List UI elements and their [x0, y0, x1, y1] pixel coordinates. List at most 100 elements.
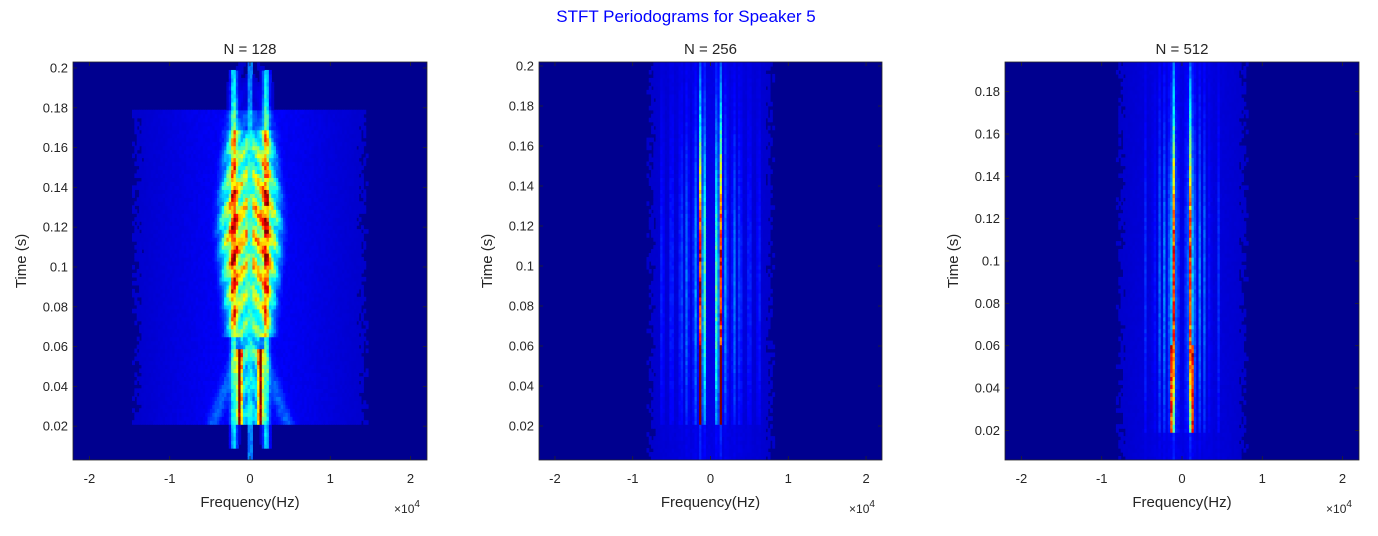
- heatmap-cell: [250, 241, 253, 246]
- heatmap-cell: [214, 360, 218, 366]
- heatmap-cell: [349, 340, 353, 346]
- heatmap-cell: [162, 316, 166, 322]
- heatmap-cell: [261, 332, 265, 338]
- heatmap-cell: [157, 261, 161, 266]
- heatmap-cell: [252, 380, 256, 385]
- heatmap-cell: [134, 300, 138, 306]
- heatmap-cell: [304, 292, 308, 298]
- heatmap-cell: [169, 304, 173, 310]
- heatmap-cell: [351, 272, 355, 278]
- heatmap-cell: [235, 249, 239, 254]
- heatmap-cell: [139, 400, 143, 405]
- heatmap-cell: [212, 416, 216, 421]
- heatmap-cell: [283, 380, 286, 385]
- heatmap-cell: [146, 384, 150, 389]
- heatmap-cell: [169, 420, 173, 425]
- heatmap-cell: [325, 241, 329, 246]
- heatmap-cell: [193, 312, 197, 318]
- heatmap-cell: [311, 221, 315, 226]
- heatmap-cell: [297, 316, 301, 322]
- heatmap-cell: [349, 356, 353, 362]
- heatmap-cell: [339, 332, 343, 338]
- heatmap-cell: [226, 316, 230, 322]
- heatmap-cell: [264, 276, 268, 282]
- heatmap-cell: [172, 348, 176, 354]
- heatmap-cell: [309, 348, 312, 354]
- heatmap-cell: [250, 416, 253, 421]
- heatmap-cell: [325, 336, 329, 342]
- heatmap-cell: [351, 264, 355, 270]
- heatmap-cell: [174, 396, 178, 401]
- heatmap-cell: [287, 292, 291, 298]
- heatmap-cell: [257, 324, 261, 330]
- heatmap-cell: [365, 348, 369, 354]
- heatmap-cell: [240, 356, 244, 362]
- heatmap-cell: [342, 280, 345, 286]
- heatmap-cell: [146, 280, 150, 286]
- heatmap-cell: [261, 360, 265, 366]
- heatmap-cell: [261, 221, 265, 226]
- heatmap-cell: [238, 241, 242, 246]
- heatmap-cell: [155, 268, 159, 274]
- heatmap-cell: [323, 348, 327, 354]
- heatmap-cell: [233, 221, 237, 226]
- heatmap-cell: [235, 296, 239, 302]
- heatmap-cell: [238, 324, 242, 330]
- heatmap-cell: [141, 328, 145, 334]
- heatmap-cell: [238, 336, 242, 342]
- heatmap-cell: [342, 288, 345, 294]
- heatmap-cell: [242, 400, 246, 405]
- heatmap-cell: [205, 304, 209, 310]
- heatmap-cell: [224, 396, 227, 401]
- heatmap-cell: [157, 404, 161, 409]
- heatmap-cell: [320, 364, 324, 370]
- heatmap-cell: [268, 237, 272, 242]
- heatmap-cell: [181, 368, 185, 374]
- heatmap-cell: [207, 304, 211, 310]
- heatmap-cell: [301, 340, 305, 346]
- heatmap-cell: [224, 340, 227, 346]
- heatmap-cell: [273, 376, 277, 381]
- heatmap-cell: [181, 364, 185, 370]
- heatmap-cell: [181, 336, 185, 342]
- heatmap-cell: [205, 296, 209, 302]
- heatmap-cell: [318, 241, 322, 246]
- heatmap-cell: [216, 396, 220, 401]
- heatmap-cell: [226, 372, 230, 378]
- heatmap-cell: [198, 416, 202, 421]
- heatmap-cell: [318, 264, 322, 270]
- heatmap-cell: [141, 300, 145, 306]
- heatmap-cell: [264, 340, 268, 346]
- heatmap-cell: [275, 400, 279, 405]
- heatmap-cell: [278, 288, 282, 294]
- heatmap-cell: [271, 396, 275, 401]
- heatmap-cell: [238, 384, 242, 389]
- heatmap-cell: [193, 229, 197, 234]
- heatmap-cell: [214, 344, 218, 350]
- heatmap-cell: [311, 364, 315, 370]
- heatmap-cell: [313, 392, 317, 397]
- heatmap-cell: [327, 388, 331, 393]
- heatmap-cell: [297, 336, 301, 342]
- heatmap-cell: [235, 324, 239, 330]
- heatmap-cell: [153, 368, 157, 374]
- heatmap-cell: [254, 229, 258, 234]
- heatmap-cell: [273, 316, 277, 322]
- heatmap-cell: [231, 336, 235, 342]
- heatmap-cell: [285, 360, 289, 366]
- heatmap-cell: [356, 264, 360, 270]
- heatmap-cell: [306, 229, 310, 234]
- heatmap-cell: [139, 249, 143, 254]
- heatmap-cell: [337, 340, 341, 346]
- heatmap-cell: [271, 320, 275, 326]
- heatmap-cell: [228, 424, 232, 429]
- heatmap-cell: [339, 372, 343, 378]
- heatmap-cell: [290, 264, 294, 270]
- heatmap-cell: [136, 312, 140, 318]
- heatmap-cell: [202, 280, 206, 286]
- heatmap-cell: [235, 400, 239, 405]
- heatmap-cell: [318, 288, 322, 294]
- heatmap-cell: [186, 348, 190, 354]
- heatmap-cell: [252, 253, 256, 258]
- heatmap-cell: [257, 288, 261, 294]
